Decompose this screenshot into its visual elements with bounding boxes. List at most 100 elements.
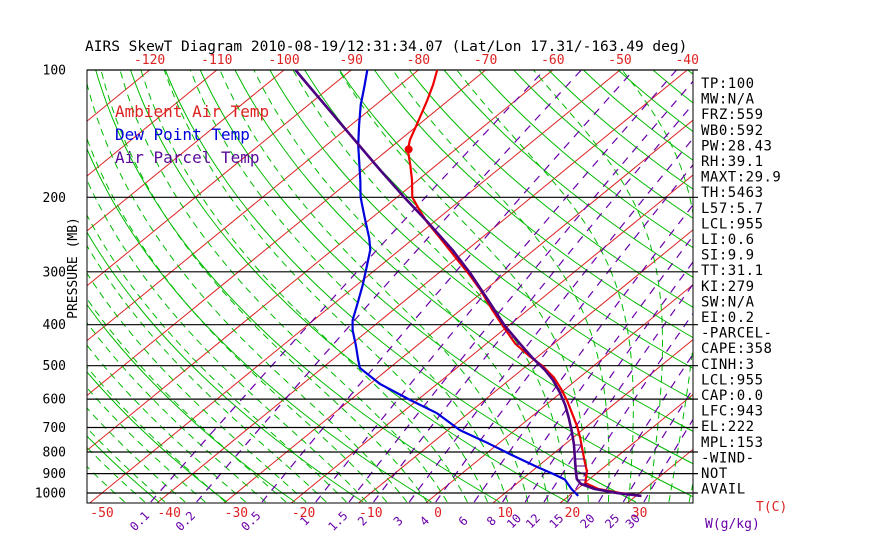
stat-line: FRZ:559 xyxy=(701,107,764,123)
mixing-ratio-line xyxy=(348,80,693,503)
bottom-temp-tick: -40 xyxy=(157,506,180,521)
stat-line: KI:279 xyxy=(701,279,755,295)
mpl-marker-dot xyxy=(404,145,413,154)
stat-line: LFC:943 xyxy=(701,404,764,420)
stat-line: RH:39.1 xyxy=(701,154,764,170)
mixing-ratio-line xyxy=(543,283,693,503)
moist-adiabat-line xyxy=(392,70,610,502)
isotherm-line xyxy=(425,284,693,503)
top-temp-tick: -60 xyxy=(541,53,564,68)
moist-adiabat-line xyxy=(87,344,246,503)
stat-line: EI:0.2 xyxy=(701,310,755,326)
moist-adiabat-line xyxy=(219,70,529,503)
pressure-tick: 700 xyxy=(43,421,66,436)
moist-adiabat-line xyxy=(456,70,634,503)
stat-line: NOT xyxy=(701,466,728,482)
bottom-temp-tick: -10 xyxy=(359,506,382,521)
stat-line: WB0:592 xyxy=(701,123,764,139)
dry-adiabat-line xyxy=(87,303,296,503)
bottom-temp-tick: 30 xyxy=(632,506,648,521)
pressure-axis-label: PRESSURE (MB) xyxy=(66,217,81,319)
dry-adiabat-line xyxy=(199,70,693,498)
plot-border xyxy=(86,69,694,504)
mixing-ratio-line xyxy=(643,418,693,503)
mixing-ratio-line xyxy=(473,204,693,503)
top-temp-tick: -80 xyxy=(407,53,430,68)
mixing-ratio-line xyxy=(150,70,545,503)
dry-adiabat-line xyxy=(513,70,693,219)
stat-line: LI:0.6 xyxy=(701,232,755,248)
dry-adiabat-line xyxy=(87,231,364,503)
bottom-temp-tick: 10 xyxy=(497,506,513,521)
mixing-ratio-tick: 1.5 xyxy=(325,509,350,534)
moist-adiabat-line xyxy=(533,70,663,503)
pressure-tick: 200 xyxy=(43,191,66,206)
isotherm-line xyxy=(358,229,693,503)
moist-adiabat-line xyxy=(87,366,226,503)
pressure-tick: 1000 xyxy=(35,487,66,502)
moist-adiabat-line xyxy=(253,70,549,503)
bottom-temp-tick: -50 xyxy=(90,506,113,521)
stat-line: PW:28.43 xyxy=(701,138,772,154)
top-temp-tick: -40 xyxy=(675,53,698,68)
stat-line: AVAIL xyxy=(701,482,746,498)
moist-adiabat-line xyxy=(292,70,569,503)
stats-panel: TP:100MW:N/AFRZ:559WB0:592PW:28.43RH:39.… xyxy=(701,76,781,498)
moist-adiabat-line xyxy=(87,137,388,503)
stat-line: MAXT:29.9 xyxy=(701,170,781,186)
top-temp-tick: -120 xyxy=(134,53,165,68)
cape-hatch-marks xyxy=(423,217,620,494)
pressure-tick: 300 xyxy=(43,265,66,280)
dry-adiabat-line xyxy=(234,70,693,465)
dry-adiabat-line xyxy=(548,70,693,190)
dry-adiabat-line xyxy=(478,70,693,249)
dry-adiabat-line xyxy=(583,70,693,161)
dry-adiabat-line xyxy=(95,70,500,503)
dry-adiabat-line xyxy=(373,70,693,339)
temp-unit-label: T(C) xyxy=(756,500,787,515)
mixing-ratio-line xyxy=(502,235,693,503)
stat-line: -WIND- xyxy=(701,450,755,466)
mixing-ratio-tick: 4 xyxy=(417,514,432,529)
isotherm-line xyxy=(156,70,688,503)
moist-adiabat-line xyxy=(87,387,206,503)
legend-item-1: Dew Point Temp xyxy=(115,125,250,144)
pressure-tick-labels: 100 200 300 400 500 600 700 800 900 1000 xyxy=(35,64,66,502)
moist-adiabat-line xyxy=(119,70,448,503)
mixing-ratio-line xyxy=(435,163,693,503)
stat-line: TH:5463 xyxy=(701,185,764,201)
isotherm-line xyxy=(492,338,693,503)
dry-adiabat-line xyxy=(443,70,693,278)
bottom-temp-tick: 20 xyxy=(565,506,581,521)
mixing-ratio-line xyxy=(524,261,693,503)
dry-adiabat-line xyxy=(164,70,637,503)
moist-adiabat-line xyxy=(163,70,488,503)
chart-title: AIRS SkewT Diagram 2010-08-19/12:31:34.0… xyxy=(85,39,687,55)
mixing-ratio-tick: 0.1 xyxy=(127,509,152,534)
mixing-ratio-line xyxy=(408,137,693,503)
stat-line: L57:5.7 xyxy=(701,201,764,217)
top-temp-tick-labels: -120 -110 -100 -90 -80 -70 -60 -50 -40 xyxy=(134,53,699,68)
stat-line: MW:N/A xyxy=(701,92,755,108)
moist-adiabat-line xyxy=(87,465,125,503)
top-temp-tick: -100 xyxy=(268,53,299,68)
dry-adiabat-line xyxy=(87,371,228,503)
bottom-temp-tick-labels: -50 -40 -30 -20 -10 0 10 20 30 xyxy=(90,506,647,521)
stat-line: LCL:955 xyxy=(701,216,764,232)
dry-adiabat-line xyxy=(130,70,568,503)
dewpoint-curve xyxy=(351,69,579,497)
bottom-temp-tick: -20 xyxy=(292,506,315,521)
bottom-temp-tick: -30 xyxy=(225,506,248,521)
stat-line: SI:9.9 xyxy=(701,248,755,264)
moist-adiabat-line xyxy=(621,70,693,503)
isotherm-line xyxy=(223,119,693,503)
pressure-tick: 100 xyxy=(43,64,66,79)
moist-adiabat-line xyxy=(87,179,367,503)
legend-item-2: Air Parcel Temp xyxy=(115,148,260,167)
mixing-ratio-tick: 15 xyxy=(546,511,566,531)
moist-adiabat-line xyxy=(100,70,428,503)
legend-item-0: Ambient Air Temp xyxy=(115,102,269,121)
pressure-tick: 400 xyxy=(43,318,66,333)
